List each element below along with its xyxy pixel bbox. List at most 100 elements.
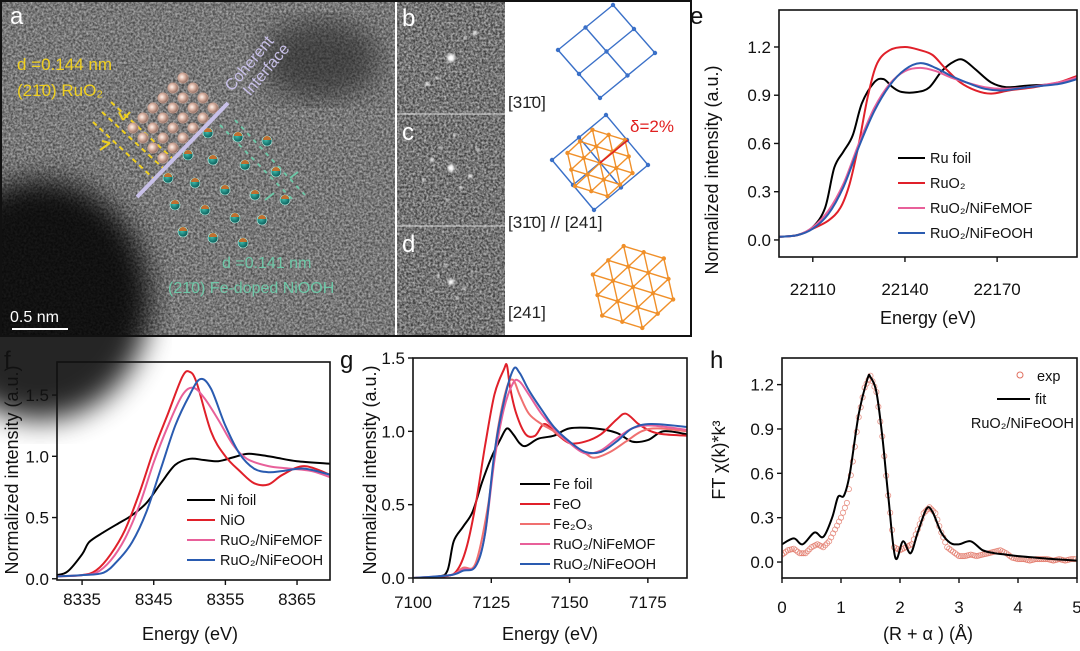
diffraction-spot bbox=[463, 36, 467, 40]
legend-label: RuO₂/NiFeMOF bbox=[553, 537, 655, 553]
fe-dopant-marker bbox=[201, 205, 209, 209]
panel-label-b: b bbox=[402, 5, 415, 32]
diffraction-spot bbox=[428, 288, 432, 292]
data-point bbox=[790, 545, 797, 552]
diffraction-spot bbox=[430, 158, 434, 162]
legend-label: RuO₂/NiFeOOH bbox=[220, 553, 323, 569]
panel-label-d: d bbox=[402, 231, 415, 258]
y-tick-label: 0.9 bbox=[747, 86, 771, 105]
series-line-1 bbox=[413, 363, 687, 578]
y-axis-label: FT χ(k)*k³ bbox=[709, 420, 729, 499]
y-tick-label: 0.9 bbox=[750, 420, 774, 439]
ru-atom bbox=[207, 102, 219, 114]
y-tick-label: 1.5 bbox=[25, 386, 49, 405]
legend-label: RuO₂/NiFeOOH bbox=[930, 226, 1033, 242]
d-spacing-niooh: d =0.141 nm bbox=[222, 255, 311, 272]
fe-dopant-marker bbox=[263, 136, 271, 140]
series-line-3 bbox=[57, 377, 330, 578]
coherent-interface-line bbox=[135, 101, 230, 199]
legend-label: RuO₂/NiFeMOF bbox=[220, 533, 322, 549]
legend-label: fit bbox=[1035, 392, 1046, 408]
series-line-2 bbox=[57, 386, 330, 578]
data-point bbox=[954, 551, 961, 558]
data-point bbox=[944, 544, 951, 551]
x-axis-label: (R + α ) (Å) bbox=[883, 624, 973, 644]
ru-atom bbox=[147, 122, 159, 134]
y-axis-label: Normalized intensity (a.u.) bbox=[360, 365, 380, 574]
fe-dopant-marker bbox=[184, 150, 192, 154]
x-tick-label: 4 bbox=[1013, 598, 1022, 617]
y-tick-label: 0.6 bbox=[750, 464, 774, 483]
ru-atom bbox=[187, 122, 199, 134]
fe-dopant-marker bbox=[239, 238, 247, 242]
x-tick-label: 22110 bbox=[790, 280, 836, 299]
ru-atom bbox=[167, 122, 179, 134]
data-point bbox=[959, 553, 966, 560]
series-line-2 bbox=[779, 66, 1077, 238]
diffraction-spot bbox=[422, 178, 426, 182]
diffraction-spot bbox=[436, 274, 440, 278]
fe-dopant-marker bbox=[171, 200, 179, 204]
y-tick-label: 0.5 bbox=[25, 509, 49, 528]
arrow-icon bbox=[118, 111, 131, 121]
ru-atom bbox=[167, 82, 179, 94]
lattice-schematics: [31̄0] [31̄0] // [241] [241] δ=2% bbox=[508, 2, 676, 331]
diffraction-spot bbox=[435, 76, 439, 80]
diffraction-spot bbox=[445, 198, 449, 202]
panels-a-d-frame bbox=[0, 0, 692, 337]
data-point bbox=[782, 550, 787, 557]
legend-label: NiO bbox=[220, 513, 245, 529]
panel-label-a: a bbox=[10, 3, 24, 30]
data-point bbox=[948, 547, 955, 554]
diffraction-spot bbox=[455, 296, 459, 300]
legend-label: RuO₂/NiFeMOF bbox=[930, 201, 1032, 217]
niooh-hex-lattice bbox=[590, 243, 676, 331]
diffraction-spot bbox=[439, 146, 443, 150]
legend: Ni foil NiO RuO₂/NiFeMOF RuO₂/NiFeOOH bbox=[187, 493, 323, 569]
panel-label-f: f bbox=[4, 347, 11, 374]
x-tick-label: 2 bbox=[895, 598, 904, 617]
legend-label: FeO bbox=[553, 497, 581, 513]
panel-label-c: c bbox=[402, 119, 414, 146]
plane-ruo2: (21̄0) RuO₂ bbox=[17, 81, 103, 100]
ru-atom bbox=[177, 92, 189, 104]
legend-label: Fe₂O₃ bbox=[553, 517, 593, 533]
ru-atom bbox=[197, 92, 209, 104]
x-tick-label: 8345 bbox=[135, 590, 173, 609]
scale-bar-label: 0.5 nm bbox=[10, 309, 59, 326]
fe-dopant-marker bbox=[272, 167, 280, 171]
fe-dopant-marker bbox=[241, 160, 249, 164]
diffraction-spot bbox=[473, 31, 477, 35]
series-line-1 bbox=[782, 373, 1077, 562]
data-point bbox=[802, 550, 809, 557]
chart-panel-f: f 8335 8345 8355 8365 0.0 0.5 1.0 1.5 Energy (eV)… bbox=[2, 347, 331, 644]
ru-atom bbox=[157, 112, 169, 124]
data-point bbox=[946, 545, 953, 552]
x-tick-label: 8335 bbox=[63, 590, 101, 609]
data-point bbox=[796, 550, 803, 557]
fe-dopant-marker bbox=[204, 128, 212, 132]
data-point bbox=[824, 540, 831, 547]
diffraction-spot bbox=[443, 263, 447, 267]
x-tick-label: 3 bbox=[954, 598, 963, 617]
x-axis-label: Energy (eV) bbox=[142, 624, 238, 644]
ruo2-lattice-plane bbox=[101, 111, 164, 169]
fe-dopant-marker bbox=[281, 195, 289, 199]
x-tick-label: 5 bbox=[1072, 598, 1080, 617]
data-point bbox=[1070, 556, 1077, 563]
panel-label-e: e bbox=[690, 3, 703, 30]
data-point bbox=[1032, 556, 1039, 563]
fft-panels: b c d bbox=[397, 0, 505, 336]
ru-atom bbox=[167, 102, 179, 114]
fe-dopant-marker bbox=[209, 155, 217, 159]
ru-atom bbox=[127, 122, 139, 134]
data-point bbox=[804, 548, 811, 555]
diffraction-spot bbox=[462, 286, 466, 290]
ru-atom bbox=[147, 142, 159, 154]
x-tick-label: 1 bbox=[836, 598, 845, 617]
fe-dopant-marker bbox=[164, 173, 172, 177]
sample-annotation: RuO₂/NiFeOOH bbox=[971, 416, 1074, 432]
data-point bbox=[952, 550, 959, 557]
x-tick-label: 8355 bbox=[206, 590, 244, 609]
ruo2-lattice-plane bbox=[92, 121, 154, 179]
